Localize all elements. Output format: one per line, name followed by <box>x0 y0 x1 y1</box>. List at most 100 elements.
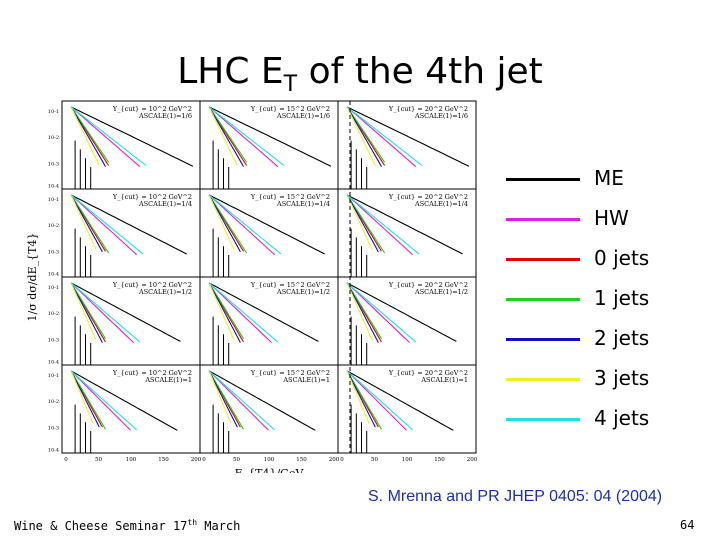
series-line-1-jets-7 <box>208 282 244 339</box>
panel-ascale-10: ASCALE(1)=1 <box>282 376 330 384</box>
series-line-ME-5 <box>346 194 463 255</box>
series-line-4-jets-10 <box>208 370 276 431</box>
x-axis-label: E_{T4}/GeV <box>235 467 305 473</box>
series-line-3-jets-6 <box>70 282 97 341</box>
panel-ycut-7: Y_{cut} = 15^2 GeV^2 <box>250 281 330 289</box>
series-line-2-jets-8 <box>346 282 379 343</box>
title-subscript: T <box>283 72 298 97</box>
legend-swatch-3-jets <box>506 378 580 381</box>
series-line-3-jets-5 <box>346 194 373 250</box>
series-line-4-jets-0 <box>70 106 147 166</box>
legend-row-0-jets: 0 jets <box>506 240 706 280</box>
legend-row-hw: HW <box>506 200 706 240</box>
series-line-1-jets-4 <box>208 194 248 254</box>
series-line-2-jets-1 <box>208 106 244 167</box>
series-line-HW-11 <box>346 370 407 431</box>
panel-ascale-11: ASCALE(1)=1 <box>420 376 468 384</box>
panel-ascale-4: ASCALE(1)=1/4 <box>276 200 330 208</box>
legend-label-0-jets: 0 jets <box>594 246 650 270</box>
series-line-ME-0 <box>70 106 194 167</box>
x-tick-label-9-1: 50 <box>95 457 102 463</box>
x-tick-label-9-2: 100 <box>126 457 137 463</box>
series-line-1-jets-8 <box>346 282 382 339</box>
panel-ycut-6: Y_{cut} = 10^2 GeV^2 <box>112 281 192 289</box>
series-line-2-jets-0 <box>70 106 106 167</box>
legend-row-1-jets: 1 jets <box>506 280 706 320</box>
series-line-ME-2 <box>346 106 470 167</box>
series-line-1-jets-10 <box>208 370 244 430</box>
slide-title: LHC ET of the 4th jet <box>0 50 720 107</box>
series-line-ME-4 <box>208 194 325 255</box>
legend-row-3-jets: 3 jets <box>506 360 706 400</box>
series-line-2-jets-4 <box>208 194 241 253</box>
legend: ME HW 0 jets 1 jets 2 jets 3 jets 4 jets <box>506 160 706 440</box>
legend-label-4-jets: 4 jets <box>594 406 650 430</box>
y-axis-label: 1/σ dσ/dE_{T4} <box>26 233 39 322</box>
y-tick-label-9-2: 10-3 <box>48 426 59 432</box>
y-tick-label-3-2: 10-3 <box>48 250 59 256</box>
series-line-4-jets-11 <box>346 370 414 431</box>
panel-ascale-5: ASCALE(1)=1/4 <box>414 200 468 208</box>
series-line-2-jets-11 <box>346 370 376 428</box>
series-line-3-jets-3 <box>70 194 97 250</box>
panel-ycut-10: Y_{cut} = 15^2 GeV^2 <box>250 369 330 377</box>
panel-ascale-9: ASCALE(1)=1 <box>144 376 192 384</box>
panel-ycut-8: Y_{cut} = 20^2 GeV^2 <box>388 281 468 289</box>
series-line-2-jets-2 <box>346 106 382 167</box>
series-line-4-jets-1 <box>208 106 285 166</box>
panel-frame-11 <box>337 364 477 454</box>
panel-ycut-3: Y_{cut} = 10^2 GeV^2 <box>112 193 192 201</box>
series-line-HW-10 <box>208 370 269 431</box>
y-tick-label-6-2: 10-3 <box>48 338 59 344</box>
y-tick-label-0-1: 10-2 <box>48 135 59 141</box>
legend-swatch-1-jets <box>506 298 580 301</box>
series-line-1-jets-6 <box>70 282 106 339</box>
series-line-HW-3 <box>70 194 138 256</box>
series-line-ME-7 <box>208 282 319 342</box>
legend-label-hw: HW <box>594 206 629 230</box>
y-tick-label-9-1: 10-2 <box>48 399 59 405</box>
series-line-HW-4 <box>208 194 276 256</box>
series-line-ME-6 <box>70 282 181 342</box>
y-tick-label-3-0: 10-1 <box>48 197 59 203</box>
title-prefix: LHC E <box>177 51 284 92</box>
series-line-3-jets-10 <box>208 370 232 424</box>
title-suffix: of the 4th jet <box>297 51 543 92</box>
x-tick-label-9-3: 150 <box>158 457 169 463</box>
series-line-2-jets-9 <box>70 370 100 428</box>
series-line-4-jets-9 <box>70 370 138 431</box>
panel-ascale-8: ASCALE(1)=1/2 <box>414 288 468 296</box>
panel-ascale-3: ASCALE(1)=1/4 <box>138 200 192 208</box>
x-tick-label-10-4: 200 <box>329 457 340 463</box>
series-line-4-jets-5 <box>346 194 420 255</box>
legend-label-me: ME <box>594 166 624 190</box>
panel-ycut-1: Y_{cut} = 15^2 GeV^2 <box>250 105 330 113</box>
series-line-4-jets-3 <box>70 194 144 255</box>
y-tick-label-6-1: 10-2 <box>48 311 59 317</box>
series-line-3-jets-0 <box>70 106 100 166</box>
x-tick-label-9-0: 0 <box>64 457 68 463</box>
series-line-ME-3 <box>70 194 187 255</box>
footer-sup: th <box>187 518 198 527</box>
series-line-2-jets-10 <box>208 370 238 428</box>
panel-ascale-0: ASCALE(1)=1/6 <box>138 112 192 120</box>
series-line-4-jets-6 <box>70 282 141 343</box>
citation: S. Mrenna and PR JHEP 0405: 04 (2004) <box>368 488 663 505</box>
y-tick-label-9-0: 10-1 <box>48 373 59 379</box>
footer-suffix: March <box>197 519 241 533</box>
page-number: 64 <box>680 518 695 532</box>
panel-ascale-2: ASCALE(1)=1/6 <box>414 112 468 120</box>
panel-ascale-6: ASCALE(1)=1/2 <box>138 288 192 296</box>
legend-label-1-jets: 1 jets <box>594 286 650 310</box>
series-line-3-jets-1 <box>208 106 238 166</box>
y-tick-label-0-2: 10-3 <box>48 162 59 168</box>
series-line-HW-2 <box>346 106 417 168</box>
y-tick-label-3-3: 10-4 <box>48 272 59 278</box>
series-line-2-jets-3 <box>70 194 103 253</box>
panel-ascale-7: ASCALE(1)=1/2 <box>276 288 330 296</box>
legend-label-2-jets: 2 jets <box>594 326 650 350</box>
legend-swatch-2-jets <box>506 338 580 341</box>
series-line-ME-1 <box>208 106 332 167</box>
legend-swatch-4-jets <box>506 418 580 421</box>
series-line-4-jets-2 <box>346 106 423 166</box>
